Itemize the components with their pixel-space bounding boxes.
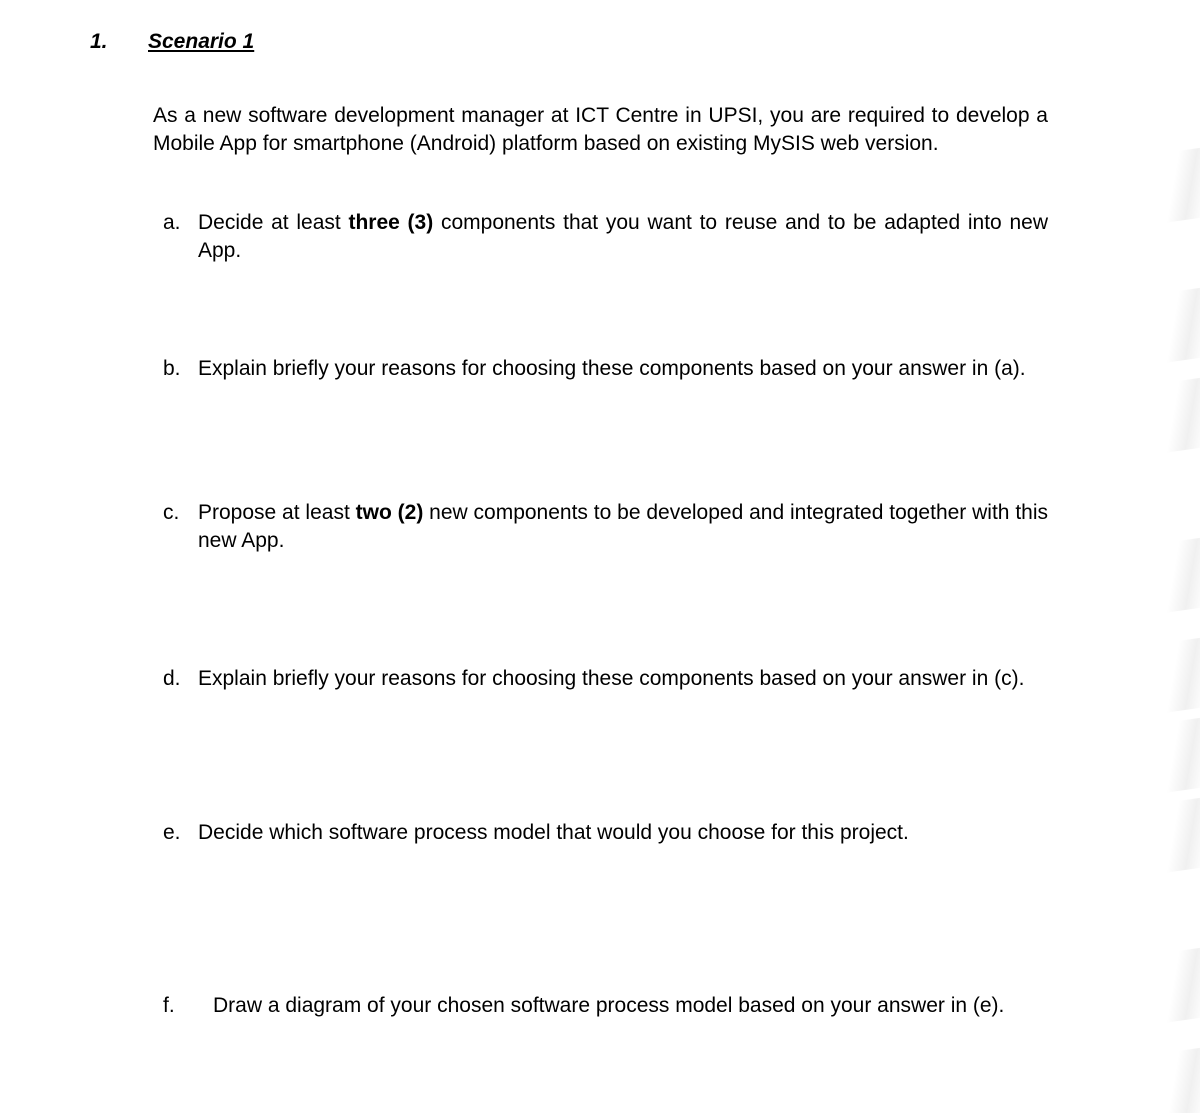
sub-text: Propose at least two (2) new components … xyxy=(198,499,1048,556)
sub-text: Explain briefly your reasons for choosin… xyxy=(198,355,1048,383)
text-bold: three (3) xyxy=(348,211,433,234)
sub-text: Explain briefly your reasons for choosin… xyxy=(198,665,1048,693)
sub-text: Draw a diagram of your chosen software p… xyxy=(213,992,1048,1020)
sub-item-f: f. Draw a diagram of your chosen softwar… xyxy=(153,992,1048,1020)
sub-question-list: a. Decide at least three (3) components … xyxy=(153,209,1110,1021)
sub-item-e: e. Decide which software process model t… xyxy=(153,819,1048,847)
shadow-mark xyxy=(1160,716,1200,793)
sub-text: Decide which software process model that… xyxy=(198,819,1048,847)
sub-marker: c. xyxy=(153,499,198,527)
sub-item-d: d. Explain briefly your reasons for choo… xyxy=(153,665,1048,693)
text-before: Draw a diagram of your chosen software p… xyxy=(213,994,1004,1017)
text-before: Propose at least xyxy=(198,501,356,524)
shadow-mark xyxy=(1160,636,1200,713)
shadow-mark xyxy=(1160,946,1200,1023)
question-number: 1. xyxy=(90,30,120,54)
sub-marker: f. xyxy=(153,992,213,1020)
shadow-mark xyxy=(1160,796,1200,873)
shadow-mark xyxy=(1160,536,1200,613)
sub-item-a: a. Decide at least three (3) components … xyxy=(153,209,1048,266)
text-bold: two (2) xyxy=(356,501,424,524)
question-header: 1. Scenario 1 xyxy=(90,30,1110,54)
sub-marker: d. xyxy=(153,665,198,693)
scenario-title: Scenario 1 xyxy=(148,30,254,54)
shadow-mark xyxy=(1160,146,1200,223)
text-before: Decide at least xyxy=(198,211,348,234)
text-before: Explain briefly your reasons for choosin… xyxy=(198,667,1024,690)
sub-marker: e. xyxy=(153,819,198,847)
text-before: Explain briefly your reasons for choosin… xyxy=(198,357,1026,380)
sub-text: Decide at least three (3) components tha… xyxy=(198,209,1048,266)
shadow-mark xyxy=(1160,376,1200,453)
sub-item-c: c. Propose at least two (2) new componen… xyxy=(153,499,1048,556)
shadow-mark xyxy=(1160,1046,1200,1113)
text-before: Decide which software process model that… xyxy=(198,821,909,844)
shadow-mark xyxy=(1160,286,1200,363)
intro-paragraph: As a new software development manager at… xyxy=(153,102,1048,159)
sub-item-b: b. Explain briefly your reasons for choo… xyxy=(153,355,1048,383)
sub-marker: b. xyxy=(153,355,198,383)
sub-marker: a. xyxy=(153,209,198,237)
